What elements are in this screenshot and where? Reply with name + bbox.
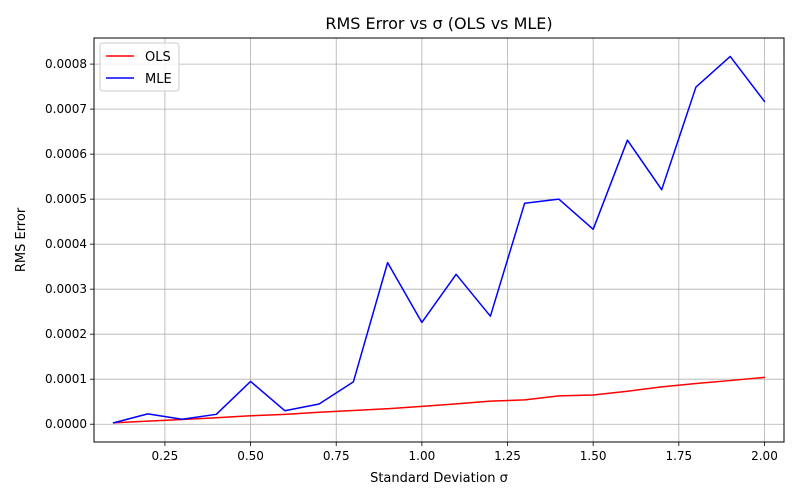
x-tick-label: 0.25: [152, 449, 179, 463]
legend-label-mle: MLE: [145, 72, 172, 87]
y-axis-label: RMS Error: [14, 207, 29, 272]
y-tick-label: 0.0004: [45, 237, 87, 251]
x-tick-label: 2.00: [751, 449, 778, 463]
y-tick-label: 0.0000: [45, 417, 87, 431]
y-tick-label: 0.0002: [45, 327, 87, 341]
x-tick-label: 1.00: [409, 449, 436, 463]
y-tick-label: 0.0008: [45, 57, 87, 71]
y-tick-label: 0.0003: [45, 282, 87, 296]
x-tick-label: 1.50: [580, 449, 607, 463]
y-tick-label: 0.0005: [45, 192, 87, 206]
x-tick-label: 1.75: [665, 449, 692, 463]
y-tick-label: 0.0006: [45, 147, 87, 161]
y-tick-label: 0.0007: [45, 102, 87, 116]
x-tick-label: 1.25: [494, 449, 521, 463]
y-axis-ticks: 0.0000 0.0001 0.0002 0.0003 0.0004 0.0005 0.00…: [45, 57, 94, 431]
x-axis-label: Standard Deviation σ: [370, 471, 508, 486]
legend-label-ols: OLS: [145, 50, 171, 65]
x-tick-label: 0.50: [237, 449, 264, 463]
x-tick-label: 0.75: [323, 449, 350, 463]
y-tick-label: 0.0001: [45, 372, 87, 386]
chart-title: RMS Error vs σ (OLS vs MLE): [325, 14, 552, 33]
legend: OLS MLE: [100, 43, 179, 91]
